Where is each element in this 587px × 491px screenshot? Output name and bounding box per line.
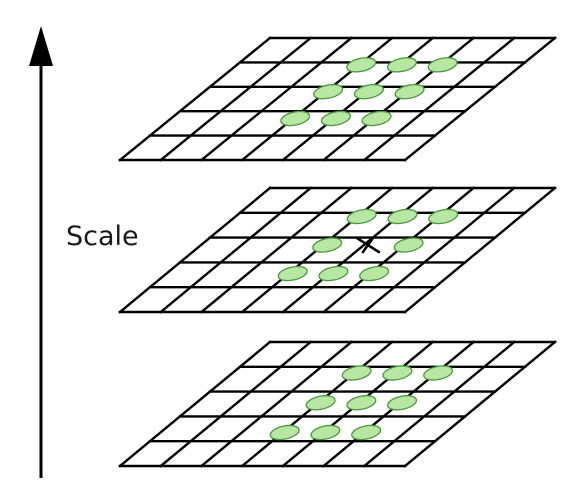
- neighbor-sample-point: [423, 365, 454, 381]
- neighbor-sample-point: [353, 83, 384, 100]
- neighbor-sample-point: [386, 57, 417, 73]
- grid-column-line: [281, 186, 435, 314]
- grid-column-line: [240, 36, 394, 162]
- grid-layer-middle: [118, 186, 557, 314]
- grid-column-line: [118, 340, 272, 468]
- grid-column-line: [362, 340, 516, 468]
- grid-column-line: [118, 186, 272, 314]
- neighbor-sample-point: [361, 110, 392, 127]
- grid-column-line: [159, 36, 313, 162]
- neighbor-sample-point: [341, 365, 372, 381]
- candidate-keypoint-icon: [355, 236, 381, 254]
- grid-column-line: [199, 36, 354, 162]
- neighbor-sample-point: [280, 110, 311, 127]
- neighbor-sample-point: [394, 83, 425, 100]
- neighbor-sample-point: [428, 208, 459, 225]
- neighbor-sample-point: [393, 237, 424, 253]
- neighbor-sample-point: [312, 237, 343, 253]
- grid-column-line: [281, 36, 435, 162]
- grid-column-line: [403, 36, 557, 162]
- neighbor-sample-point: [305, 395, 336, 411]
- neighbor-sample-point: [382, 365, 413, 381]
- neighbor-sample-point: [387, 208, 418, 225]
- grid-column-line: [403, 340, 557, 468]
- scale-axis: [29, 26, 53, 478]
- neighbor-sample-point: [310, 424, 341, 441]
- neighbor-sample-point: [427, 57, 458, 73]
- grid-column-line: [403, 186, 557, 314]
- neighbor-sample-point: [359, 265, 390, 282]
- neighbor-sample-point: [269, 424, 300, 441]
- grid-layer-lower: [118, 340, 557, 468]
- neighbor-sample-point: [387, 395, 418, 411]
- scale-axis-label: Scale: [66, 221, 139, 252]
- grid-column-line: [362, 36, 516, 162]
- grid-column-line: [118, 36, 272, 162]
- neighbor-sample-point: [346, 395, 377, 411]
- neighbor-sample-point: [277, 265, 308, 282]
- candidate-mark-stroke: [361, 236, 375, 254]
- neighbor-sample-point: [346, 57, 377, 73]
- neighbor-sample-point: [313, 83, 344, 100]
- grid-column-line: [159, 186, 313, 314]
- grid-column-line: [159, 340, 313, 468]
- scale-axis-arrowhead-icon: [29, 26, 53, 66]
- neighbor-sample-point: [318, 265, 349, 282]
- neighbor-sample-point: [351, 424, 382, 441]
- grid-column-line: [362, 186, 516, 314]
- grid-column-line: [321, 36, 476, 162]
- grid-layer-upper: [118, 36, 557, 162]
- neighbor-sample-point: [320, 110, 351, 127]
- grid-column-line: [199, 186, 354, 314]
- grid-column-line: [199, 340, 354, 468]
- neighbor-sample-point: [346, 208, 377, 225]
